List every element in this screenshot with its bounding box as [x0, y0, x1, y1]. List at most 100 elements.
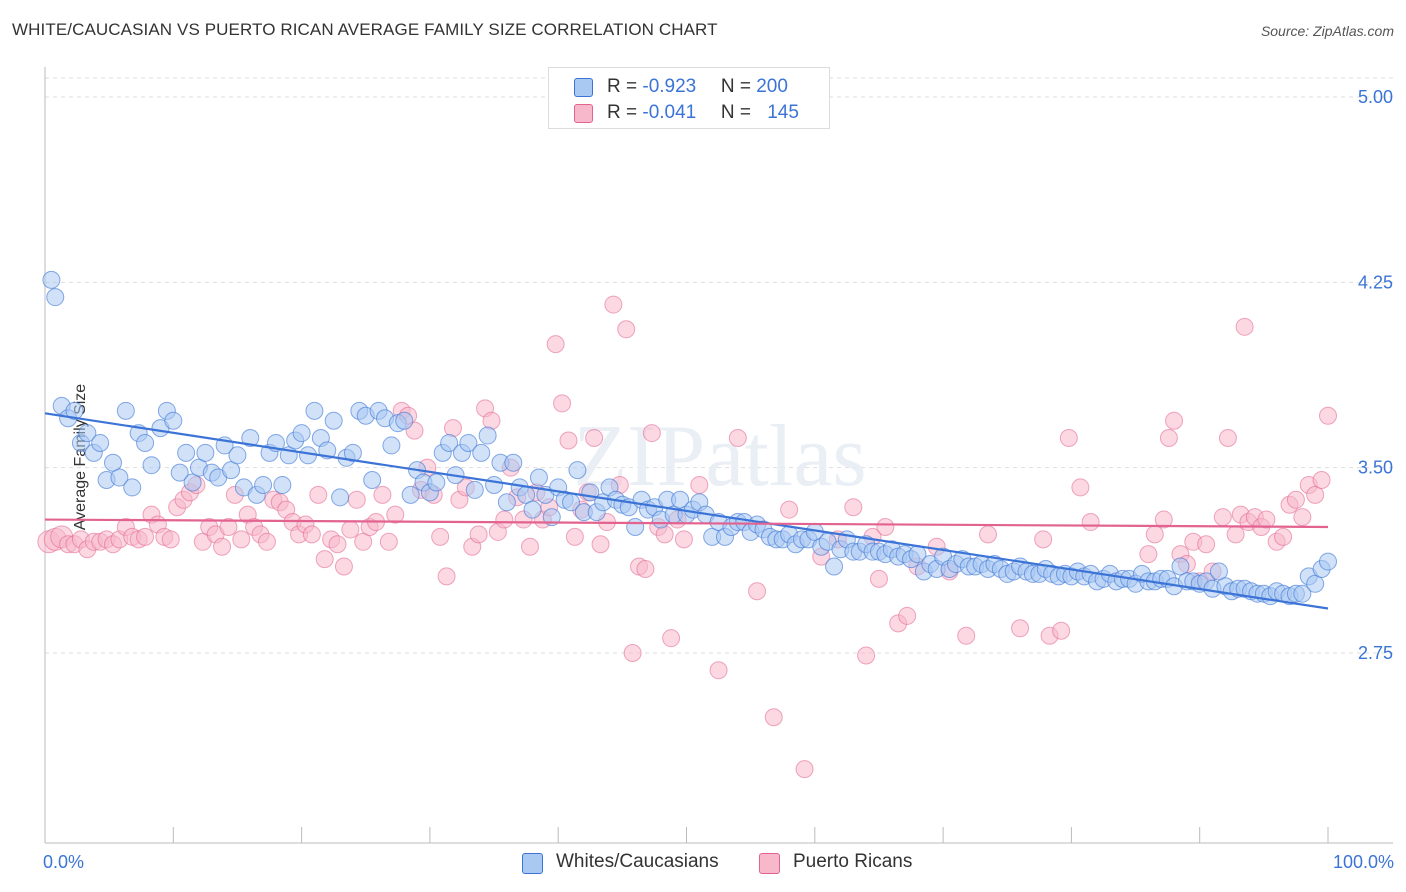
- puerto-rican-point: [690, 475, 709, 494]
- puerto-rican-trend-line: [44, 518, 1329, 529]
- puerto-rican-point: [1052, 621, 1071, 640]
- puerto-rican-point: [1274, 527, 1293, 546]
- white-point: [78, 424, 97, 443]
- puerto-rican-point: [257, 532, 276, 551]
- puerto-rican-point: [553, 394, 572, 413]
- white-point: [825, 557, 844, 576]
- chart-title: WHITE/CAUCASIAN VS PUERTO RICAN AVERAGE …: [12, 20, 718, 39]
- puerto-rican-point: [437, 567, 456, 586]
- white-point: [440, 433, 459, 452]
- x-tick-label-min: 0.0%: [43, 852, 85, 872]
- puerto-rican-point: [1257, 510, 1276, 529]
- white-point: [465, 480, 484, 499]
- white-point: [183, 473, 202, 492]
- puerto-rican-point: [795, 760, 814, 779]
- puerto-rican-point: [591, 535, 610, 554]
- puerto-rican-point: [1312, 471, 1331, 490]
- r-label: R =: [607, 76, 643, 97]
- puerto-rican-point: [161, 530, 180, 549]
- blue-swatch: [522, 853, 543, 874]
- puerto-rican-point: [617, 320, 636, 339]
- puerto-rican-point: [546, 335, 565, 354]
- white-point: [103, 453, 122, 472]
- legend-label: Whites/Caucasians: [556, 851, 719, 872]
- white-point: [331, 488, 350, 507]
- white-point: [568, 461, 587, 480]
- puerto-rican-point: [957, 626, 976, 645]
- white-point: [626, 517, 645, 536]
- puerto-rican-point: [309, 485, 328, 504]
- white-trend-line: [44, 412, 1329, 610]
- white-point: [542, 508, 561, 527]
- puerto-rican-point: [328, 535, 347, 554]
- puerto-rican-point: [232, 530, 251, 549]
- white-point: [472, 443, 491, 462]
- n-label: N =: [720, 102, 757, 123]
- white-point: [343, 443, 362, 462]
- puerto-rican-point: [1159, 429, 1178, 448]
- puerto-rican-point: [1293, 508, 1312, 527]
- white-point: [91, 433, 110, 452]
- white-point: [241, 429, 260, 448]
- puerto-rican-point: [315, 550, 334, 569]
- stats-legend: R = -0.923 N = 200 R = -0.041 N = 145: [548, 67, 830, 129]
- puerto-rican-point: [1197, 535, 1216, 554]
- puerto-rican-point: [386, 505, 405, 524]
- white-point: [1209, 562, 1228, 581]
- puerto-rican-point: [898, 606, 917, 625]
- white-point: [46, 288, 65, 307]
- puerto-rican-point: [1145, 525, 1164, 544]
- puerto-rican-point: [520, 537, 539, 556]
- legend-label: Puerto Ricans: [793, 851, 913, 872]
- puerto-rican-point: [623, 644, 642, 662]
- white-points: [42, 270, 1337, 606]
- puerto-rican-point: [674, 530, 693, 549]
- puerto-rican-point: [1071, 478, 1090, 497]
- puerto-rican-point: [728, 429, 747, 448]
- white-point: [1319, 552, 1337, 571]
- white-point: [1171, 557, 1190, 576]
- pink-swatch: [574, 104, 593, 123]
- n-value: 145: [767, 102, 799, 123]
- white-point: [177, 443, 196, 462]
- puerto-rican-point: [1059, 429, 1078, 448]
- puerto-rican-point: [431, 527, 450, 546]
- puerto-rican-point: [1139, 545, 1158, 564]
- white-point: [292, 424, 311, 443]
- white-point: [427, 473, 446, 492]
- n-value: 200: [756, 76, 788, 97]
- y-tick-label: 4.25: [1358, 272, 1393, 292]
- n-label: N =: [720, 76, 757, 97]
- puerto-rican-point: [334, 557, 353, 576]
- white-point: [382, 436, 401, 455]
- white-point: [254, 475, 273, 494]
- y-tick-label: 3.50: [1358, 458, 1393, 478]
- y-tick-labels: 2.75 3.50 4.25 5.00: [1358, 87, 1393, 663]
- puerto-rican-point: [1226, 525, 1245, 544]
- puerto-rican-point: [213, 537, 232, 556]
- puerto-rican-point: [354, 532, 373, 551]
- white-point: [401, 485, 420, 504]
- white-point: [123, 478, 142, 497]
- white-point: [1293, 584, 1312, 603]
- white-point: [363, 471, 382, 490]
- puerto-rican-point: [219, 517, 238, 536]
- puerto-rican-point: [1218, 429, 1237, 448]
- puerto-rican-point: [655, 525, 674, 544]
- blue-swatch: [574, 78, 593, 97]
- white-point: [1306, 574, 1325, 593]
- puerto-rican-point: [748, 582, 767, 601]
- puerto-rican-point: [979, 525, 998, 544]
- puerto-rican-point: [559, 431, 578, 450]
- trend-lines: [44, 412, 1329, 610]
- puerto-rican-point: [469, 525, 488, 544]
- puerto-rican-point: [1011, 619, 1030, 638]
- puerto-rican-point: [585, 429, 604, 448]
- puerto-rican-point: [379, 532, 398, 551]
- puerto-rican-point: [1235, 317, 1254, 336]
- puerto-rican-point: [1081, 513, 1100, 532]
- white-point: [459, 433, 478, 452]
- puerto-rican-points: [37, 295, 1337, 779]
- puerto-rican-point: [302, 525, 321, 544]
